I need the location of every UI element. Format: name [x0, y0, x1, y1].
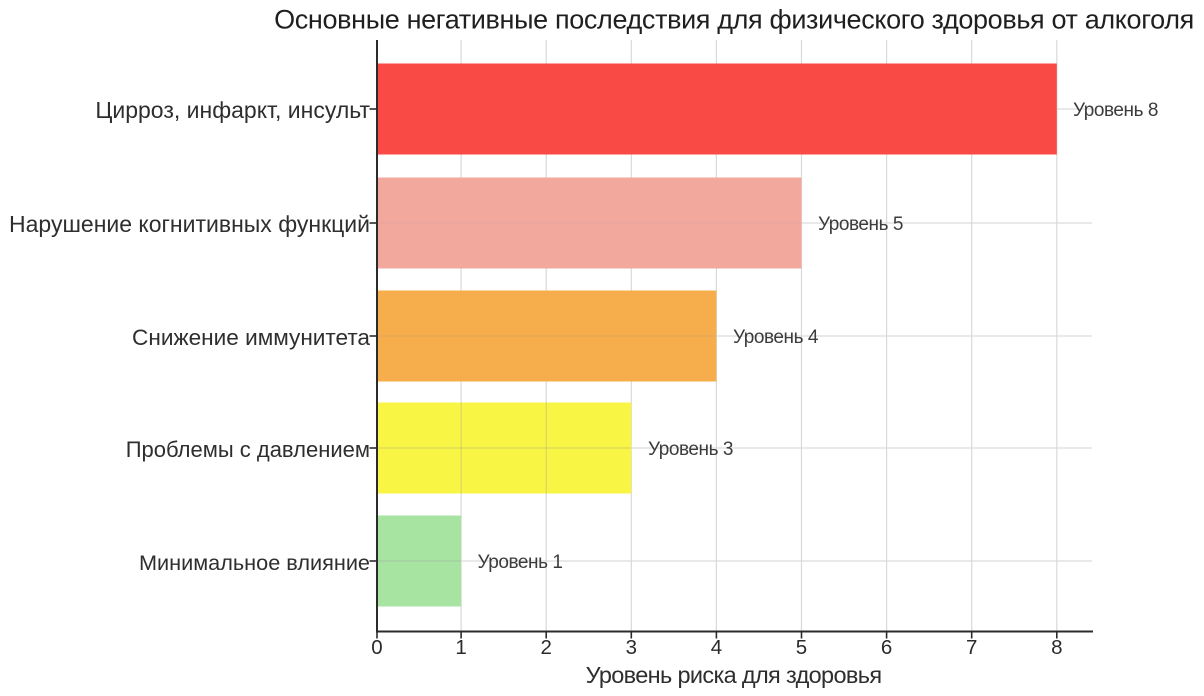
svg-text:Проблемы с давлением: Проблемы с давлением: [126, 437, 370, 462]
svg-text:Уровень 8: Уровень 8: [1073, 100, 1158, 121]
svg-text:4: 4: [711, 636, 722, 659]
svg-text:2: 2: [540, 636, 551, 659]
svg-text:1: 1: [455, 636, 466, 659]
svg-text:7: 7: [966, 636, 977, 659]
svg-text:Уровень 5: Уровень 5: [818, 214, 903, 235]
svg-text:Минимальное влияние: Минимальное влияние: [139, 550, 370, 575]
svg-text:0: 0: [371, 636, 382, 659]
svg-text:Уровень 3: Уровень 3: [648, 439, 733, 460]
svg-text:6: 6: [881, 636, 892, 659]
svg-text:Уровень 1: Уровень 1: [478, 552, 563, 573]
svg-text:5: 5: [796, 636, 807, 659]
svg-text:Уровень риска для здоровья: Уровень риска для здоровья: [586, 662, 882, 688]
svg-text:Цирроз, инфаркт, инсульт: Цирроз, инфаркт, инсульт: [95, 97, 370, 123]
svg-text:8: 8: [1051, 636, 1062, 659]
svg-text:Уровень 4: Уровень 4: [733, 327, 819, 348]
svg-text:Снижение иммунитета: Снижение иммунитета: [132, 325, 370, 350]
svg-text:Основные негативные последстви: Основные негативные последствия для физи…: [274, 5, 1194, 35]
svg-text:Нарушение когнитивных функций: Нарушение когнитивных функций: [9, 211, 370, 237]
svg-text:3: 3: [626, 636, 637, 659]
